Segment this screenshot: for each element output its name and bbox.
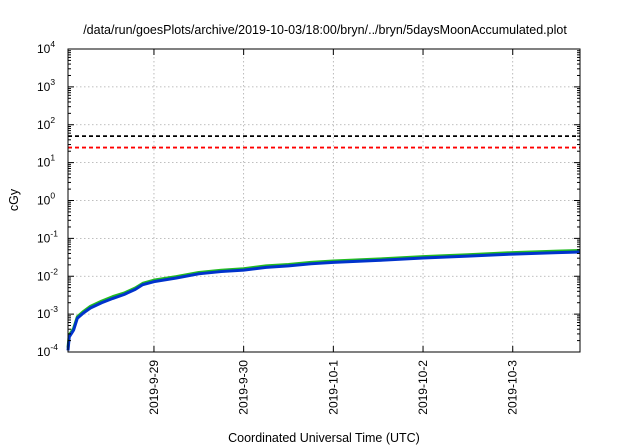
x-tick-label: 2019-10-2 — [416, 360, 430, 415]
y-axis-label: cGy — [7, 188, 21, 211]
y-tick-labels: 10-4 10-3 10-2 10-1 100 101 102 103 104 — [37, 39, 58, 359]
y-tick-label: 10-2 — [37, 266, 58, 283]
chart-title: /data/run/goesPlots/archive/2019-10-03/1… — [83, 23, 567, 37]
x-tick-label: 2019-9-29 — [147, 360, 161, 415]
x-tick-label: 2019-9-30 — [237, 360, 251, 415]
y-tick-label: 10-4 — [37, 342, 58, 359]
reference-lines — [68, 135, 580, 149]
y-tick-label: 104 — [37, 39, 55, 56]
x-tick-label: 2019-10-1 — [326, 360, 340, 415]
x-axis-label: Coordinated Universal Time (UTC) — [228, 431, 420, 445]
y-tick-label: 102 — [37, 115, 55, 132]
y-tick-label: 100 — [37, 191, 55, 208]
y-tick-label: 10-1 — [37, 228, 58, 245]
y-tick-label: 101 — [37, 153, 55, 170]
x-tick-labels: 2019-9-29 2019-9-30 2019-10-1 2019-10-2 2019… — [147, 360, 520, 415]
y-tick-label: 103 — [37, 77, 55, 94]
grid — [68, 49, 580, 352]
ticks — [68, 48, 580, 353]
x-tick-label: 2019-10-3 — [506, 360, 520, 415]
series-line — [66, 248, 581, 348]
series-line — [66, 250, 581, 351]
y-tick-label: 10-3 — [37, 304, 58, 321]
series-layer — [66, 248, 581, 351]
